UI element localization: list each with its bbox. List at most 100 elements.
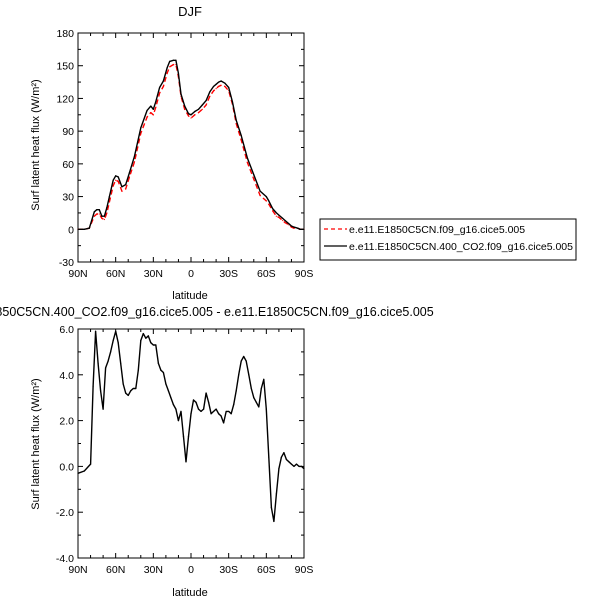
data-point <box>77 472 79 474</box>
data-point <box>297 227 299 229</box>
data-point <box>115 175 117 177</box>
legend-box <box>319 218 577 261</box>
data-point <box>235 119 237 121</box>
data-point <box>187 436 190 438</box>
data-point <box>121 190 123 192</box>
data-point <box>288 223 290 225</box>
data-point <box>303 468 305 470</box>
x-tick-label: 30S <box>219 268 238 280</box>
data-point <box>146 109 148 112</box>
data-point <box>112 339 114 342</box>
data-point <box>259 194 261 197</box>
data-point <box>125 188 127 190</box>
data-point <box>231 101 234 103</box>
data-point <box>152 108 154 110</box>
data-point <box>201 108 203 110</box>
data-point <box>182 436 185 438</box>
data-point <box>233 403 235 406</box>
data-point <box>282 217 284 219</box>
data-point <box>83 228 85 230</box>
data-point <box>108 195 110 198</box>
x-tick-label: 60N <box>106 564 125 576</box>
data-point <box>133 161 136 163</box>
y-tick-label: 90 <box>62 126 74 138</box>
data-point <box>165 383 167 385</box>
data-point <box>268 203 270 205</box>
data-point <box>283 452 285 454</box>
y-tick-label: 30 <box>62 192 74 204</box>
data-point <box>187 115 190 117</box>
data-point <box>240 139 242 141</box>
data-point <box>175 408 177 410</box>
data-point <box>177 420 180 422</box>
data-point <box>115 330 117 332</box>
data-point <box>215 408 217 410</box>
data-point <box>133 155 136 157</box>
data-point <box>275 493 277 495</box>
data-point <box>155 106 157 108</box>
data-point <box>94 330 97 332</box>
y-tick-label: 0 <box>68 224 74 236</box>
data-point <box>285 458 288 461</box>
data-point <box>140 132 142 134</box>
data-point <box>184 108 186 110</box>
data-point <box>110 351 112 353</box>
data-point <box>150 342 152 344</box>
data-point <box>205 392 207 394</box>
data-point <box>88 227 90 229</box>
data-point <box>172 59 175 61</box>
data-point <box>223 422 225 424</box>
data-point <box>253 178 255 180</box>
data-point <box>89 463 92 465</box>
data-point <box>220 84 222 86</box>
data-point <box>125 392 127 394</box>
data-point <box>270 507 272 509</box>
data-point <box>197 108 200 110</box>
y-tick-label: 180 <box>56 28 74 40</box>
data-point <box>77 228 79 230</box>
data-point <box>108 201 110 203</box>
data-point <box>284 219 286 222</box>
data-point <box>194 110 196 113</box>
y-tick-label: -2.0 <box>56 507 74 519</box>
y-tick-label: 6.0 <box>59 324 74 336</box>
plot-frame-top <box>77 32 305 263</box>
data-point <box>213 90 215 92</box>
data-point <box>132 387 134 390</box>
top-panel: -30 0 30 60 90 120 150 180 90N 60N 30N 0 30S 60S 90S <box>56 28 313 280</box>
data-point <box>272 210 274 212</box>
data-point <box>303 228 305 230</box>
data-point <box>245 360 247 362</box>
data-point <box>162 371 164 374</box>
data-point <box>218 85 220 88</box>
data-point <box>130 390 132 392</box>
data-point <box>197 112 200 114</box>
data-point <box>121 186 123 188</box>
y-tick-label: 120 <box>56 93 74 105</box>
data-point <box>159 86 161 89</box>
data-point <box>253 174 255 176</box>
data-point <box>300 465 303 467</box>
y-axis-label-top: Surf latent heat flux (W/m²) <box>30 79 42 210</box>
data-point <box>152 114 154 116</box>
data-point <box>298 465 300 467</box>
data-point <box>117 342 119 344</box>
data-point <box>224 82 226 84</box>
data-point <box>288 461 290 463</box>
data-point <box>170 397 172 399</box>
data-point <box>213 410 215 413</box>
series-line-top-1 <box>78 59 304 231</box>
x-tick-label: 0 <box>188 268 194 280</box>
data-point <box>263 378 265 380</box>
data-point <box>140 127 142 129</box>
data-point <box>275 212 277 214</box>
data-point <box>224 85 226 88</box>
data-point <box>105 367 107 369</box>
x-axis-label-bottom: latitude <box>172 587 207 599</box>
data-point <box>120 362 122 364</box>
data-point <box>225 410 227 413</box>
data-point <box>190 114 192 116</box>
data-point <box>240 360 242 362</box>
x-tick-label: 90S <box>295 564 314 576</box>
data-point <box>284 222 286 224</box>
